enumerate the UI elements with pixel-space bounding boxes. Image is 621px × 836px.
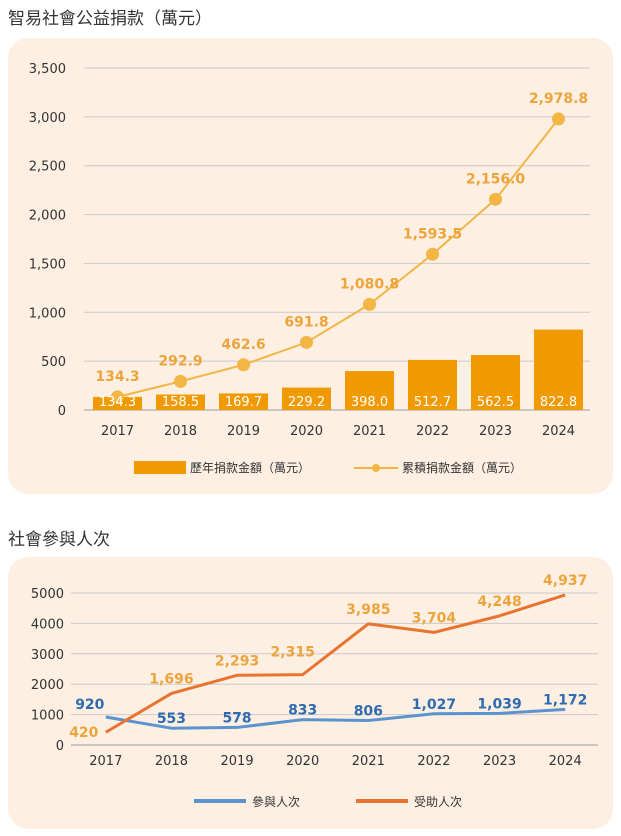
cumulative-point [111,390,124,404]
y-tick-label: 500 [41,355,66,370]
participants-value-label: 806 [354,703,383,719]
cumulative-point [489,192,502,206]
participants-value-label: 553 [157,711,186,727]
y-tick-label: 2,500 [29,160,66,175]
beneficiaries-line [105,593,566,734]
beneficiaries-value-label: 420 [69,725,98,741]
beneficiaries-value-label: 2,293 [215,653,259,669]
participation-section-title: 社會參與人次 [8,530,110,550]
x-tick-label: 2023 [483,754,516,769]
donation-chart: 0 500 1,000 1,500 2,000 2,500 3,000 3,500 134.3 1… [29,62,590,475]
y-tick-label: 0 [56,739,64,754]
x-tick-label: 2020 [290,424,323,439]
y-tick-label: 4000 [31,617,64,632]
cumulative-value-label: 691.8 [284,314,328,330]
x-tick-label: 2018 [155,754,188,769]
cumulative-point [174,374,187,388]
y-tick-label: 1000 [31,709,64,724]
bar-value-label: 229.2 [288,395,325,410]
x-tick-label: 2019 [227,424,260,439]
legend-marker-cumulative [372,464,380,472]
bar-value-label: 169.7 [225,395,262,410]
x-tick-label: 2017 [101,424,134,439]
x-tick-label: 2022 [416,424,449,439]
participants-value-label: 1,027 [412,697,456,713]
cumulative-point [363,297,376,311]
x-tick-label: 2024 [542,424,575,439]
cumulative-point [552,112,565,126]
bar [93,396,142,410]
x-tick-label: 2021 [353,424,386,439]
x-tick-label: 2023 [479,424,512,439]
y-tick-label: 2000 [31,678,64,693]
y-tick-label: 2,000 [29,209,66,224]
beneficiaries-value-label: 2,315 [271,645,315,661]
y-tick-label: 3,500 [29,62,66,77]
beneficiaries-value-label: 4,248 [477,594,521,610]
cumulative-point [237,358,250,372]
bar-value-label: 158.5 [162,395,199,410]
bar-value-label: 512.7 [414,395,451,410]
beneficiaries-value-label: 3,704 [412,610,457,626]
participation-chart: 0 1000 2000 3000 4000 5000 920 553 578 833 806 1,02… [31,573,598,809]
bar-value-label: 134.3 [99,395,136,410]
x-tick-label: 2018 [164,424,197,439]
x-tick-label: 2024 [549,754,582,769]
cumulative-line [117,118,560,398]
participants-value-label: 1,039 [477,696,521,712]
bar [471,355,520,410]
cumulative-value-label: 1,593.5 [403,226,462,242]
donation-section-title: 智易社會公益捐款（萬元） [8,9,212,29]
y-tick-label: 1,000 [29,306,66,321]
cumulative-value-label: 1,080.8 [340,276,399,292]
beneficiaries-value-label: 3,985 [346,602,390,618]
bar [219,393,268,410]
bar [156,394,205,410]
beneficiaries-value-label: 4,937 [543,573,587,589]
cumulative-value-label: 2,978.8 [529,91,588,107]
cumulative-value-label: 292.9 [158,353,202,369]
legend-label-cumulative: 累積捐款金額（萬元） [402,460,522,475]
legend-label-annual: 歷年捐款金額（萬元） [190,460,310,475]
beneficiaries-value-label: 1,696 [149,671,193,687]
legend-label-participants: 參與人次 [252,794,300,809]
cumulative-point [300,335,313,349]
cumulative-value-label: 134.3 [95,369,139,385]
y-tick-label: 5000 [31,587,64,602]
bar [534,329,583,410]
legend-label-beneficiaries: 受助人次 [414,795,462,809]
y-tick-label: 3,000 [29,111,66,126]
participants-value-label: 578 [222,710,251,726]
cumulative-value-label: 2,156.0 [466,171,526,187]
legend-swatch-annual [134,461,186,474]
participants-value-label: 920 [75,697,104,713]
donation-chart-panel: 0 500 1,000 1,500 2,000 2,500 3,000 3,500 134.3 1… [8,38,613,494]
y-tick-label: 3000 [31,648,64,663]
x-tick-label: 2022 [417,754,450,769]
participants-line [105,707,566,730]
cumulative-point [426,247,439,261]
y-tick-label: 0 [58,404,66,419]
bar-value-label: 398.0 [351,395,388,410]
bar-value-label: 822.8 [540,395,577,410]
bar [345,371,394,410]
y-tick-label: 1,500 [29,257,66,272]
x-tick-label: 2019 [221,754,254,769]
participation-chart-panel: 0 1000 2000 3000 4000 5000 920 553 578 833 806 1,02… [8,557,613,829]
bar [282,387,331,410]
participants-value-label: 833 [288,703,317,719]
x-tick-label: 2021 [352,754,385,769]
participants-value-label: 1,172 [543,692,587,708]
bar-value-label: 562.5 [477,395,514,410]
x-tick-label: 2020 [286,754,319,769]
bar [408,359,457,410]
x-tick-label: 2017 [89,754,122,769]
cumulative-value-label: 462.6 [221,337,265,353]
